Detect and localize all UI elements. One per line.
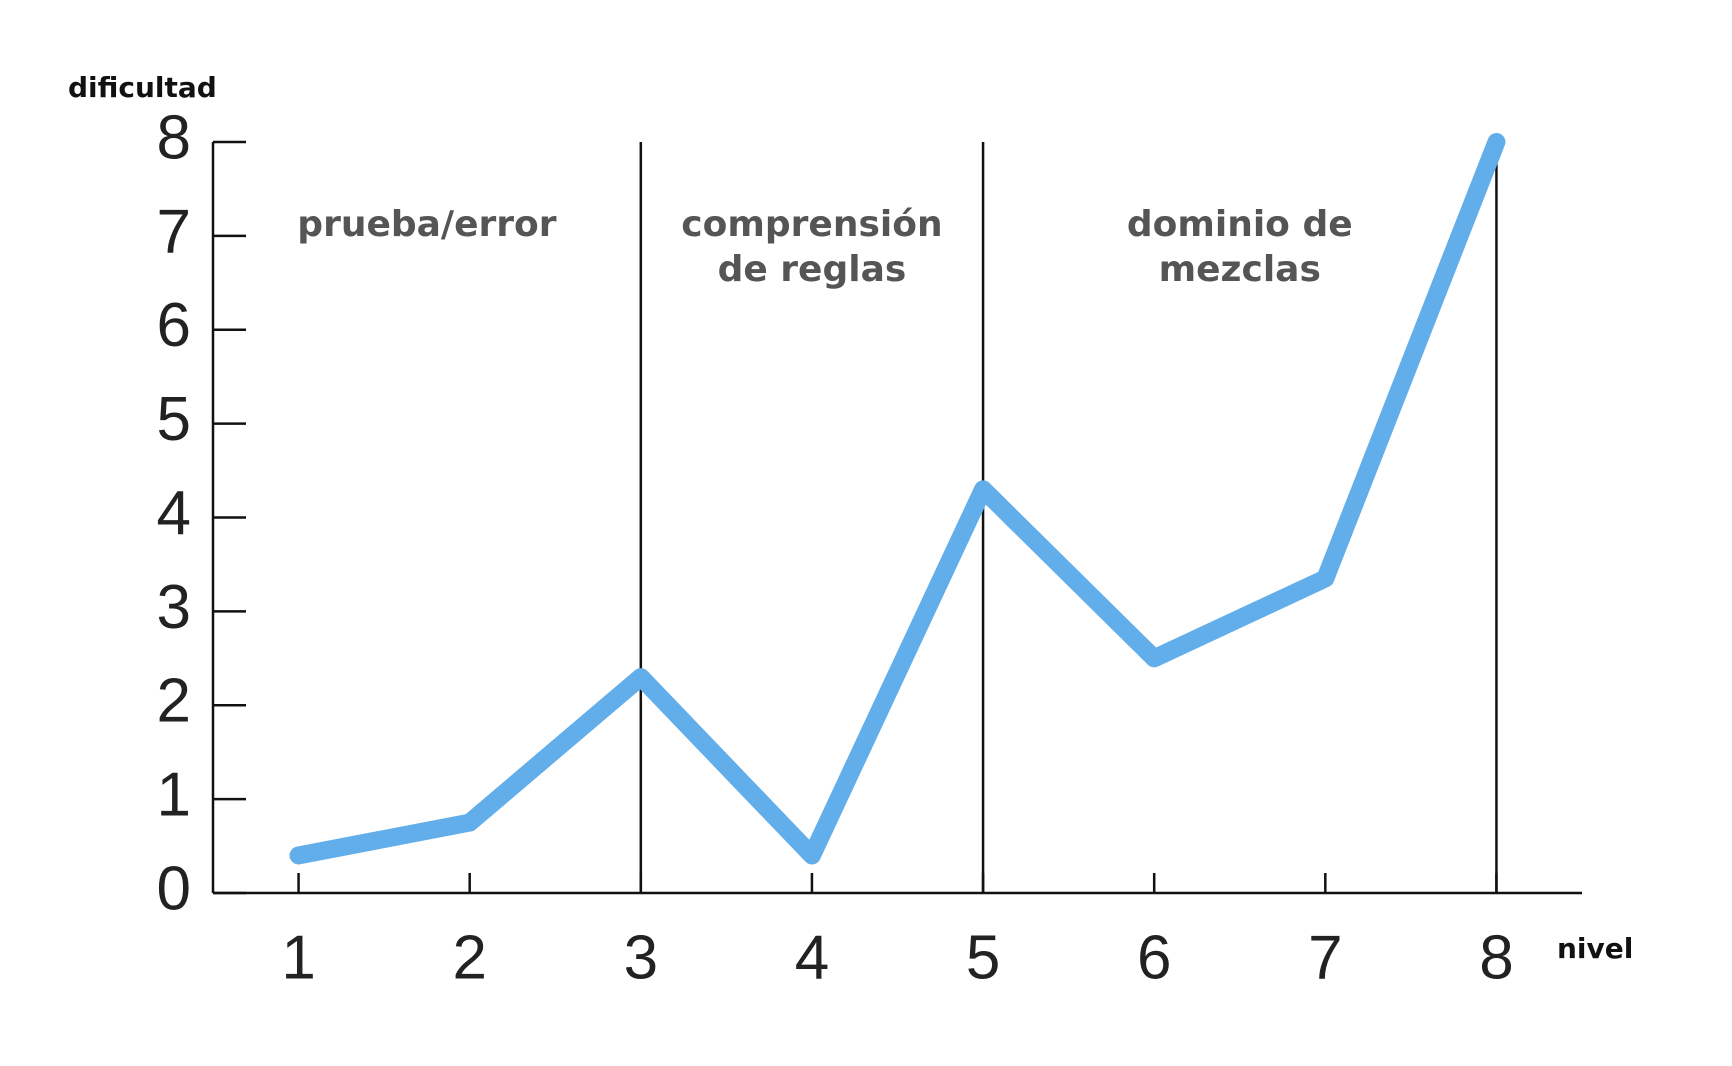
- y-tick-label: 4: [157, 479, 191, 548]
- y-tick-label: 3: [157, 573, 191, 642]
- y-axis-label: dificultad: [68, 71, 217, 104]
- phase-label: comprensión: [681, 204, 942, 245]
- y-tick-label: 8: [157, 103, 191, 172]
- y-tick-label: 6: [157, 291, 191, 360]
- phase-label: de reglas: [718, 249, 907, 290]
- y-tick-label: 0: [157, 854, 191, 923]
- data-line: [289, 133, 1506, 865]
- phase-label: mezclas: [1159, 249, 1321, 290]
- y-tick-label: 5: [157, 385, 191, 454]
- x-tick-label: 8: [1479, 923, 1513, 992]
- phase-label: prueba/error: [297, 204, 556, 245]
- x-axis-label: nivel: [1557, 932, 1633, 965]
- y-tick-label: 2: [157, 667, 191, 736]
- x-tick-label: 3: [624, 923, 658, 992]
- y-tick-label: 7: [157, 197, 191, 266]
- phase-label: dominio de: [1127, 204, 1353, 245]
- y-tick-label: 1: [157, 761, 191, 830]
- x-tick-label: 7: [1308, 923, 1342, 992]
- x-tick-label: 1: [281, 923, 315, 992]
- x-tick-label: 2: [452, 923, 486, 992]
- x-tick-label: 6: [1137, 923, 1171, 992]
- x-tick-label: 4: [795, 923, 829, 992]
- x-tick-label: 5: [966, 923, 1000, 992]
